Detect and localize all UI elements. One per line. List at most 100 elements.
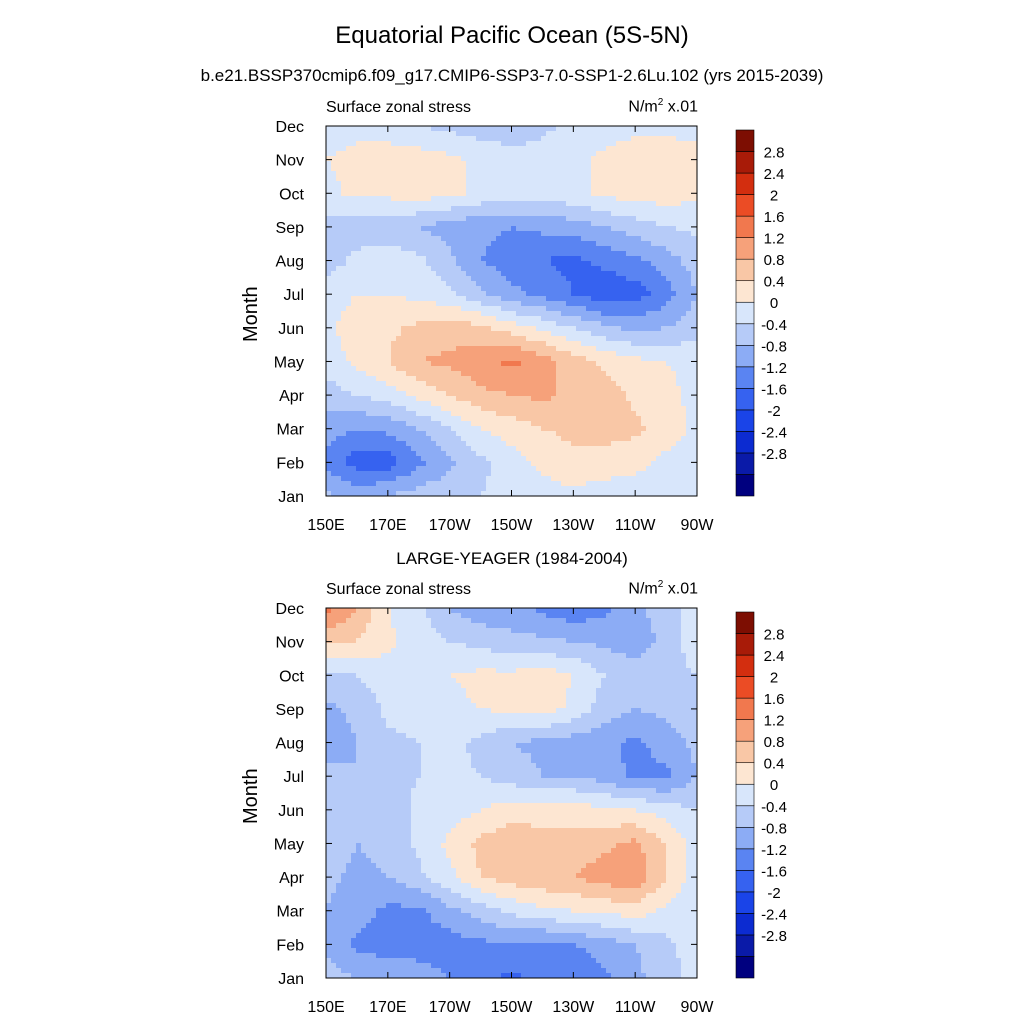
panel2-colorbar-label: -0.8 (761, 820, 787, 837)
panel1-colorbar-label: -2.4 (761, 424, 787, 441)
panel1-x-tick-label: 130W (552, 517, 595, 534)
panel1-colorbar-label: 0 (770, 295, 778, 312)
panel2-x-tick-label: 170W (429, 999, 472, 1016)
panel2-colorbar-box (735, 740, 755, 764)
panel2-colorbar-box (735, 633, 755, 656)
panel2-x-tick-label: 150E (307, 999, 344, 1016)
panel2-y-tick-label: Feb (276, 937, 304, 954)
panel2-y-tick-label: Jan (278, 971, 304, 988)
panel2-colorbar-box (735, 676, 755, 699)
panel2-y-tick-label: Mar (276, 904, 304, 921)
panel2-colorbar-box (735, 611, 755, 634)
panel1-colorbar-label: 1.6 (764, 209, 785, 226)
panel2-colorbar-label: -2 (767, 885, 780, 902)
figure-title: Equatorial Pacific Ocean (5S-5N) (335, 22, 689, 49)
panel1-x-tick-label: 110W (615, 517, 657, 534)
panel2-colorbar-label: 2.8 (764, 627, 785, 644)
panel2-units-base: N/m (628, 580, 658, 598)
panel2-colorbar-box (735, 956, 755, 979)
panel1-units-sup: 2 (657, 97, 664, 108)
panel2-colorbar-label: 0.4 (764, 756, 785, 773)
panel2-y-tick-label: Jul (284, 769, 304, 786)
panel1-units-base: N/m (628, 98, 658, 116)
panel2-colorbar-label: 0.8 (764, 734, 785, 751)
panel1-colorbar-box (735, 129, 755, 152)
panel2-x-tick-label: 90W (681, 999, 715, 1016)
panel1-y-tick-label: Oct (279, 186, 304, 203)
panel1-variable-label: Surface zonal stress (326, 99, 471, 116)
panel1-x-tick-label: 170E (369, 517, 406, 534)
panel1-x-tick-label: 150W (491, 517, 534, 534)
panel1-units-label: N/m2 x.01 (628, 97, 698, 116)
panel1-colorbar-label: -2 (767, 403, 780, 420)
panel1-colorbar-label: -1.6 (761, 381, 787, 398)
panel1-units-suffix: x.01 (663, 98, 698, 116)
panel2-y-tick-label: Nov (276, 635, 304, 652)
panel1-y-tick-label: Jun (278, 321, 304, 338)
panel2-colorbar-label: 0 (770, 777, 778, 794)
panel1-x-tick-label: 170W (429, 517, 472, 534)
panel1-y-tick-label: May (274, 354, 304, 371)
panel2-colorbar-box (735, 762, 755, 785)
panel2-colorbar-box (735, 870, 755, 893)
panel2-colorbar-label: -1.2 (761, 842, 787, 859)
panel1-y-tick-label: Nov (276, 153, 304, 170)
panel2-y-tick-label: Aug (276, 736, 304, 753)
panel2-colorbar-label: -0.4 (761, 799, 787, 816)
panel1-field (326, 126, 698, 497)
panel2-colorbar-box (735, 805, 755, 828)
panel2-field (326, 608, 698, 979)
panel2-units-label: N/m2 x.01 (628, 579, 698, 598)
panel2-colorbar-box (735, 783, 755, 807)
panel2-y-tick-label: Sep (276, 702, 305, 719)
panel1-x-tick-label: 90W (681, 517, 715, 534)
panel2-variable-label: Surface zonal stress (326, 581, 471, 598)
panel1-y-tick-label: Sep (276, 220, 305, 237)
panel2-colorbar-box (735, 848, 755, 871)
panel2-title: LARGE-YEAGER (1984-2004) (396, 549, 628, 568)
panel2-colorbar-box (735, 913, 755, 936)
panel1-x-tick-label: 150E (307, 517, 344, 534)
panel2-x-tick-label: 110W (615, 999, 657, 1016)
panel1-y-tick-label: Apr (279, 388, 305, 405)
panel2-colorbar-box (735, 934, 755, 957)
panel2-x-tick-label: 150W (491, 999, 534, 1016)
panel1-colorbar-label: -2.8 (761, 446, 787, 463)
panel1-colorbar-label: -1.2 (761, 360, 787, 377)
panel2-y-tick-label: Dec (276, 601, 304, 618)
panel2-colorbar-label: 1.6 (764, 691, 785, 708)
panel2-colorbar-box (735, 826, 755, 850)
panel1-colorbar-label: 2 (770, 188, 778, 205)
panel1-y-tick-label: Dec (276, 119, 304, 136)
panel2-colorbar-box (735, 654, 755, 677)
panel1-colorbar-label: 2.4 (764, 166, 785, 183)
panel1-y-tick-label: Jul (284, 287, 304, 304)
panel1-colorbar-label: 0.8 (764, 252, 785, 269)
panel2-colorbar-box (735, 719, 755, 742)
panel2-y-tick-label: Oct (279, 668, 304, 685)
panel1-y-tick-label: Feb (276, 455, 304, 472)
panel1-y-tick-label: Mar (276, 422, 304, 439)
panel1-colorbar-label: -0.4 (761, 317, 787, 334)
panel2-colorbar-label: 2.4 (764, 648, 785, 665)
panel1-y-tick-label: Aug (276, 254, 304, 271)
panel2-x-tick-label: 170E (369, 999, 406, 1016)
panel2-colorbar-label: 1.2 (764, 713, 785, 730)
panel1-colorbar-label: 0.4 (764, 274, 785, 291)
panel2-colorbar-box (735, 891, 755, 914)
panel2-colorbar-label: -2.8 (761, 928, 787, 945)
panel1-colorbar-label: -0.8 (761, 338, 787, 355)
panel2-units-sup: 2 (657, 579, 664, 590)
panel2-colorbar-label: 2 (770, 670, 778, 687)
panel2-y-tick-label: Jun (278, 803, 304, 820)
figure-subtitle: b.e21.BSSP370cmip6.f09_g17.CMIP6-SSP3-7.… (200, 66, 824, 85)
panel2-units-suffix: x.01 (663, 580, 698, 598)
panel2-y-tick-label: Apr (279, 870, 305, 887)
panel1-y-tick-label: Jan (278, 489, 304, 506)
panel1-colorbar-label: 2.8 (764, 145, 785, 162)
panel2-y-tick-label: May (274, 836, 304, 853)
panel2-colorbar-box (735, 697, 755, 720)
panel2-colorbar-label: -2.4 (761, 906, 787, 923)
